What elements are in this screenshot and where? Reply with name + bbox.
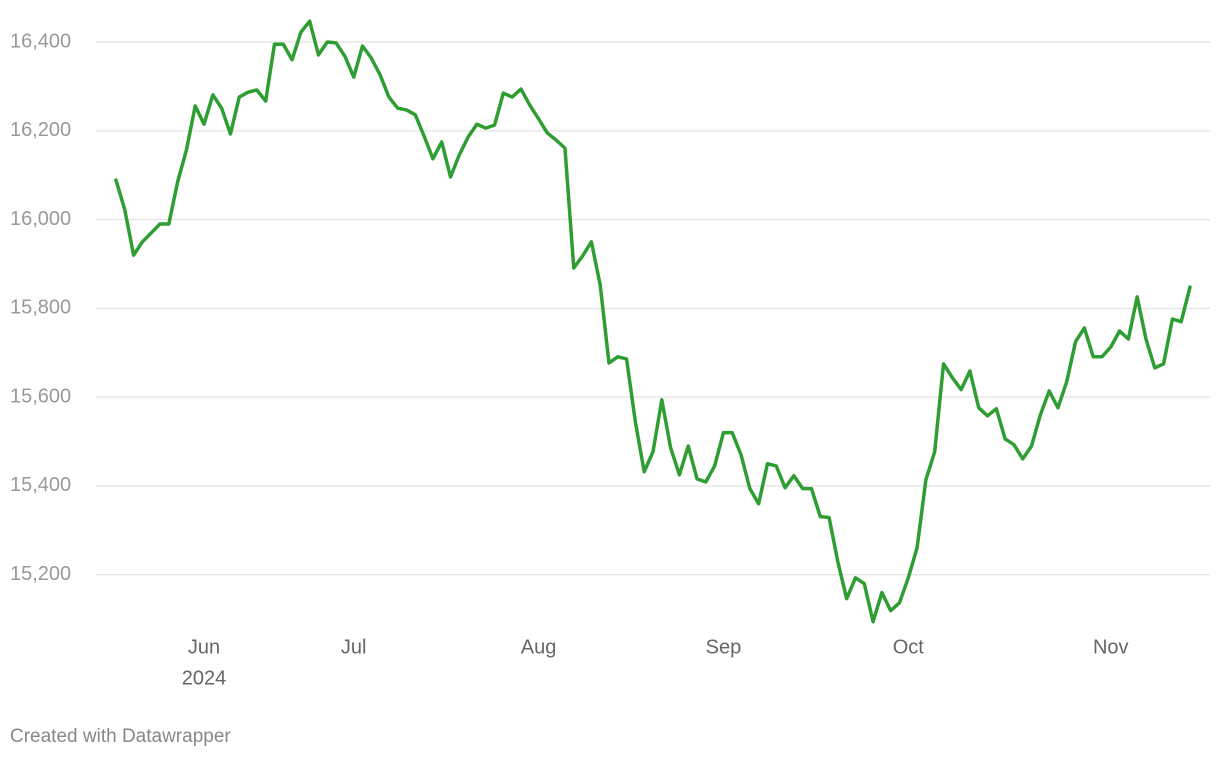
- y-tick-label: 16,400: [10, 30, 71, 52]
- x-tick-label: Aug: [521, 636, 557, 658]
- y-tick-label: 15,200: [10, 563, 71, 585]
- x-year-label: 2024: [182, 667, 227, 689]
- y-tick-label: 15,600: [10, 385, 71, 407]
- credit: Created with Datawrapper: [10, 726, 231, 747]
- x-tick-label: Sep: [706, 636, 742, 658]
- x-tick-label: Nov: [1093, 636, 1129, 658]
- x-tick-label: Jun: [188, 636, 220, 658]
- x-tick-label: Oct: [893, 636, 925, 658]
- y-tick-label: 15,800: [10, 297, 71, 319]
- x-tick-label: Jul: [341, 636, 367, 658]
- y-tick-label: 16,200: [10, 119, 71, 141]
- line: [114, 19, 1192, 624]
- y-tick-label: 16,000: [10, 208, 71, 230]
- y-tick-label: 15,400: [10, 474, 71, 496]
